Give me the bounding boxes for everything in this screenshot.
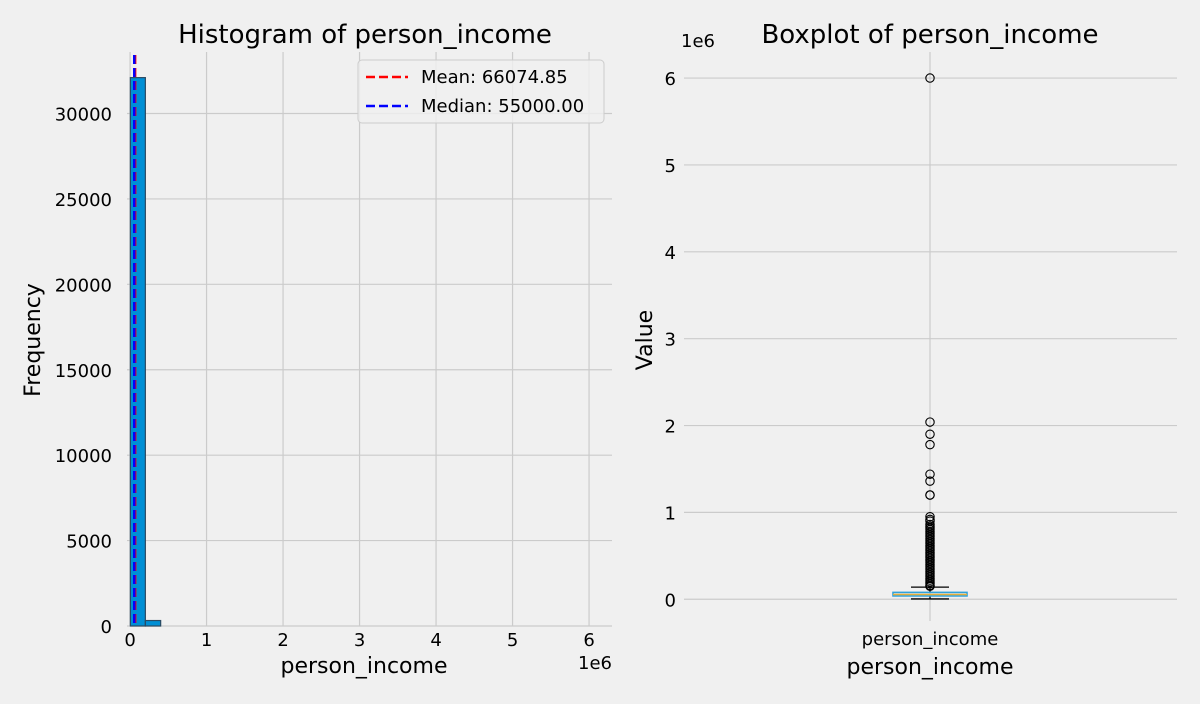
boxplot-y-offset-text: 1e6 [681, 31, 715, 52]
histogram-x-tick-label: 2 [277, 630, 288, 651]
histogram-x-ticks: 0 1 2 3 4 5 6 [124, 630, 594, 651]
boxplot-y-tick-label: 0 [665, 590, 676, 611]
boxplot-y-axis-label: Value [633, 310, 658, 370]
outlier-point [925, 439, 935, 450]
outlier-point [925, 476, 935, 486]
histogram-bar [144, 619, 162, 627]
histogram-x-tick-label: 3 [354, 630, 365, 651]
histogram-y-axis-label: Frequency [21, 283, 46, 397]
histogram-x-tick-label: 0 [124, 630, 135, 651]
histogram-x-tick-label: 1 [201, 630, 212, 651]
boxplot-x-axis-label: person_income [847, 655, 1014, 680]
outlier-point [925, 512, 935, 522]
outlier-point [925, 73, 935, 83]
histogram-bar [129, 77, 146, 627]
legend-median-label: Median: 55000.00 [421, 96, 584, 117]
histogram-y-tick-label: 5000 [66, 532, 112, 553]
histogram-y-tick-label: 0 [101, 617, 112, 638]
outlier-point [925, 469, 935, 479]
boxplot-x-tick-label: person_income [862, 629, 999, 650]
histogram-x-tick-label: 5 [507, 630, 518, 651]
histogram-title: Histogram of person_income [178, 20, 552, 50]
histogram-panel: 0 1 2 3 4 5 6 0 5000 10000 15000 20000 25000 30000 H… [21, 20, 612, 679]
boxplot-outliers [925, 73, 935, 592]
boxplot-title: Boxplot of person_income [761, 20, 1098, 50]
histogram-x-tick-label: 4 [430, 630, 441, 651]
legend-frame [357, 59, 605, 124]
boxplot-y-tick-label: 3 [665, 330, 676, 351]
histogram-reference-lines [133, 55, 137, 626]
histogram-y-tick-label: 25000 [55, 190, 112, 211]
histogram-grid [127, 52, 612, 627]
legend-mean-label: Mean: 66074.85 [421, 67, 568, 88]
histogram-x-axis-label: person_income [281, 654, 448, 679]
histogram-x-tick-label: 6 [583, 630, 594, 651]
histogram-legend: Mean: 66074.85 Median: 55000.00 [357, 59, 605, 124]
boxplot-body [892, 586, 968, 600]
histogram-y-tick-label: 15000 [55, 361, 112, 382]
outlier-point [925, 581, 935, 592]
histogram-y-ticks: 0 5000 10000 15000 20000 25000 30000 [55, 105, 112, 639]
boxplot-y-ticks: 0 1 2 3 4 5 6 [665, 69, 676, 611]
boxplot-panel: 0 1 2 3 4 5 6 Boxplot of person_income person_… [633, 20, 1177, 680]
boxplot-y-tick-label: 5 [665, 156, 676, 177]
outlier-point [925, 417, 935, 427]
boxplot-y-tick-label: 6 [665, 69, 676, 90]
outlier-point [925, 429, 935, 439]
histogram-x-offset-text: 1e6 [578, 653, 612, 674]
boxplot-y-tick-label: 1 [665, 503, 676, 524]
boxplot-y-tick-label: 2 [665, 417, 676, 438]
histogram-y-tick-label: 30000 [55, 105, 112, 126]
histogram-y-tick-label: 20000 [55, 275, 112, 296]
histogram-y-tick-label: 10000 [55, 446, 112, 467]
outlier-point [925, 490, 935, 500]
boxplot-y-tick-label: 4 [665, 243, 676, 264]
